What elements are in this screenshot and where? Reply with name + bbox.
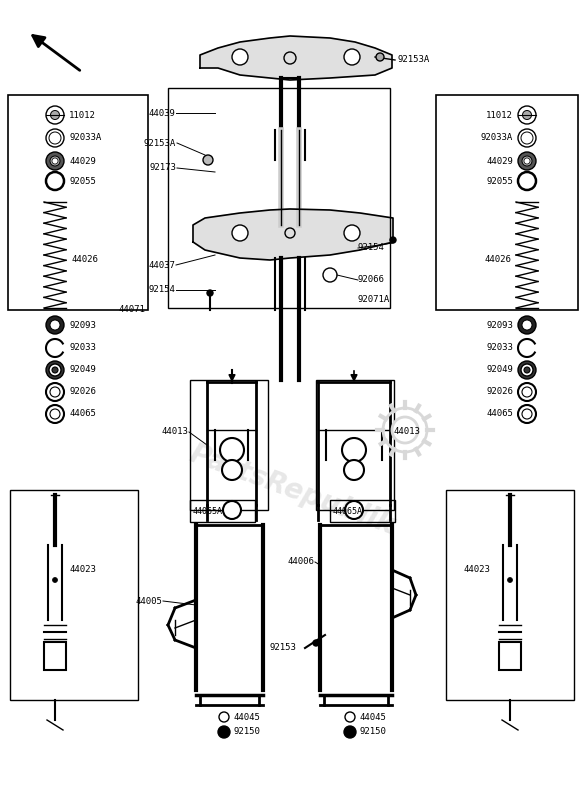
Circle shape (521, 364, 533, 376)
Text: 92033: 92033 (486, 343, 513, 353)
Text: 92049: 92049 (69, 366, 96, 374)
Text: 44065: 44065 (69, 410, 96, 418)
Bar (446, 490, 574, 700)
Text: 92049: 92049 (486, 366, 513, 374)
Text: 92150: 92150 (360, 727, 387, 737)
Circle shape (46, 316, 64, 334)
Circle shape (49, 364, 61, 376)
Polygon shape (200, 36, 392, 80)
Text: 92154: 92154 (358, 243, 385, 253)
Text: 11012: 11012 (69, 110, 96, 119)
Text: 92093: 92093 (69, 321, 96, 330)
Text: 11012: 11012 (486, 110, 513, 119)
Bar (499, 642, 521, 670)
Text: 92153: 92153 (269, 643, 296, 653)
Text: 92055: 92055 (69, 177, 96, 186)
Text: 44065A: 44065A (193, 506, 223, 515)
Text: 92150: 92150 (234, 727, 261, 737)
Circle shape (223, 501, 241, 519)
Circle shape (392, 417, 418, 443)
Text: 92153A: 92153A (144, 138, 176, 147)
Bar (436, 95, 578, 310)
Circle shape (507, 578, 513, 582)
Text: 92153A: 92153A (398, 55, 430, 65)
Text: 92026: 92026 (69, 387, 96, 397)
Circle shape (50, 320, 60, 330)
Bar (8, 95, 148, 310)
Text: 44023: 44023 (70, 566, 97, 574)
Text: 44065A: 44065A (333, 506, 363, 515)
Circle shape (518, 106, 536, 124)
Text: 92033A: 92033A (481, 134, 513, 142)
Circle shape (52, 158, 58, 164)
Text: 92154: 92154 (148, 286, 175, 294)
Text: 92093: 92093 (486, 321, 513, 330)
Text: 92173: 92173 (149, 163, 176, 173)
Bar (316, 380, 394, 510)
Circle shape (518, 361, 536, 379)
Text: 44065: 44065 (486, 410, 513, 418)
Text: 92026: 92026 (486, 387, 513, 397)
Text: 92033: 92033 (69, 343, 96, 353)
Polygon shape (193, 209, 393, 260)
Circle shape (203, 155, 213, 165)
Bar (190, 500, 255, 522)
Circle shape (344, 225, 360, 241)
Circle shape (524, 158, 530, 164)
Circle shape (50, 110, 60, 119)
Circle shape (222, 460, 242, 480)
Circle shape (390, 237, 396, 243)
Bar (44, 642, 66, 670)
Circle shape (376, 53, 384, 61)
Circle shape (524, 367, 530, 373)
Circle shape (232, 225, 248, 241)
Circle shape (46, 152, 64, 170)
Circle shape (46, 361, 64, 379)
Text: 44071: 44071 (118, 306, 145, 314)
Circle shape (313, 640, 319, 646)
Circle shape (522, 320, 532, 330)
Text: 44039: 44039 (148, 109, 175, 118)
Circle shape (518, 316, 536, 334)
Text: 44026: 44026 (484, 255, 511, 265)
Circle shape (52, 367, 58, 373)
Bar (330, 500, 395, 522)
Circle shape (53, 578, 57, 582)
Circle shape (522, 156, 532, 166)
Text: 44005: 44005 (135, 597, 162, 606)
Text: 44023: 44023 (463, 566, 490, 574)
Text: 44045: 44045 (360, 713, 387, 722)
Circle shape (344, 49, 360, 65)
Circle shape (218, 726, 230, 738)
Text: 92033A: 92033A (69, 134, 101, 142)
Circle shape (50, 156, 60, 166)
Text: 44029: 44029 (486, 157, 513, 166)
Text: 44026: 44026 (71, 255, 98, 265)
Text: 44006: 44006 (287, 558, 314, 566)
Bar (10, 490, 138, 700)
Bar (190, 380, 268, 510)
Text: 92066: 92066 (358, 275, 385, 285)
Text: 92055: 92055 (486, 177, 513, 186)
Text: PartsRepublik: PartsRepublik (186, 440, 398, 540)
Text: 92071A: 92071A (358, 295, 390, 305)
Circle shape (207, 290, 213, 296)
Text: 44045: 44045 (234, 713, 261, 722)
Text: 44037: 44037 (148, 261, 175, 270)
Text: 44029: 44029 (69, 157, 96, 166)
Text: 44013: 44013 (161, 427, 188, 437)
Circle shape (344, 460, 364, 480)
Circle shape (232, 49, 248, 65)
Circle shape (46, 106, 64, 124)
Text: 44013: 44013 (394, 427, 421, 437)
Bar (168, 88, 390, 308)
Circle shape (344, 726, 356, 738)
Circle shape (523, 110, 531, 119)
Circle shape (345, 501, 363, 519)
Circle shape (518, 152, 536, 170)
